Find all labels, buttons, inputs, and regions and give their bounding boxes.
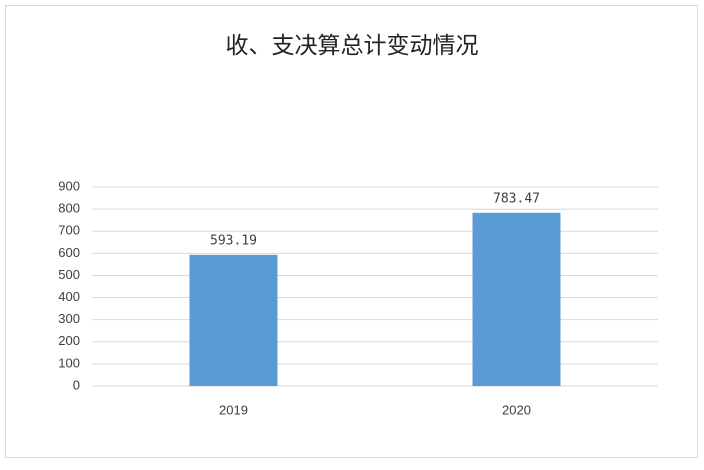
y-tick-label: 500 — [58, 267, 80, 282]
y-tick-label: 400 — [58, 289, 80, 304]
bar — [472, 212, 561, 386]
y-tick-label: 100 — [58, 355, 80, 370]
y-tick-label: 200 — [58, 333, 80, 348]
bar — [189, 254, 278, 386]
chart-title: 收、支决算总计变动情况 — [226, 32, 479, 58]
data-label: 593.19 — [210, 233, 257, 248]
y-tick-label: 300 — [58, 311, 80, 326]
y-tick-label: 0 — [73, 377, 80, 392]
y-tick-label: 900 — [58, 178, 80, 193]
x-tick-label: 2020 — [502, 402, 531, 417]
y-tick-label: 700 — [58, 223, 80, 238]
data-label: 783.47 — [493, 191, 540, 206]
y-tick-label: 800 — [58, 201, 80, 216]
y-tick-label: 600 — [58, 245, 80, 260]
x-tick-label: 2019 — [219, 402, 248, 417]
